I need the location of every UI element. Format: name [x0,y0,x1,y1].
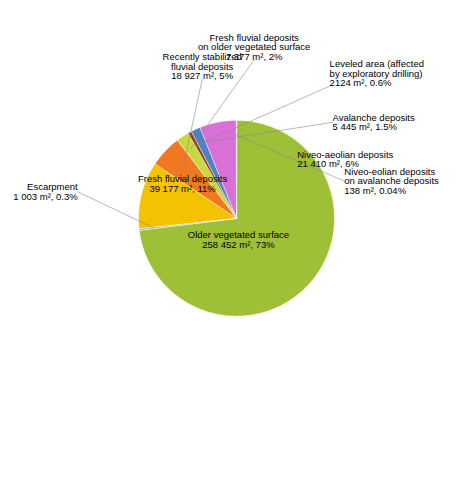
svg-text:Fresh fluvial depositson older: Fresh fluvial depositson older vegetated… [198,32,311,62]
svg-text:Avalanche deposits5 445 m², 1.: Avalanche deposits5 445 m², 1.5% [333,112,415,132]
svg-text:Older vegetated surface258 452: Older vegetated surface258 452 m², 73% [188,229,289,250]
svg-text:Fresh fluvial deposits39 177 m: Fresh fluvial deposits39 177 m², 11% [138,173,227,194]
svg-text:Leveled area (affectedby explo: Leveled area (affectedby exploratory dri… [330,58,424,88]
svg-text:Niveo-eolian depositson avalan: Niveo-eolian depositson avalanche deposi… [344,166,439,196]
svg-text:Escarpment1 003 m², 0.3%: Escarpment1 003 m², 0.3% [13,181,78,202]
